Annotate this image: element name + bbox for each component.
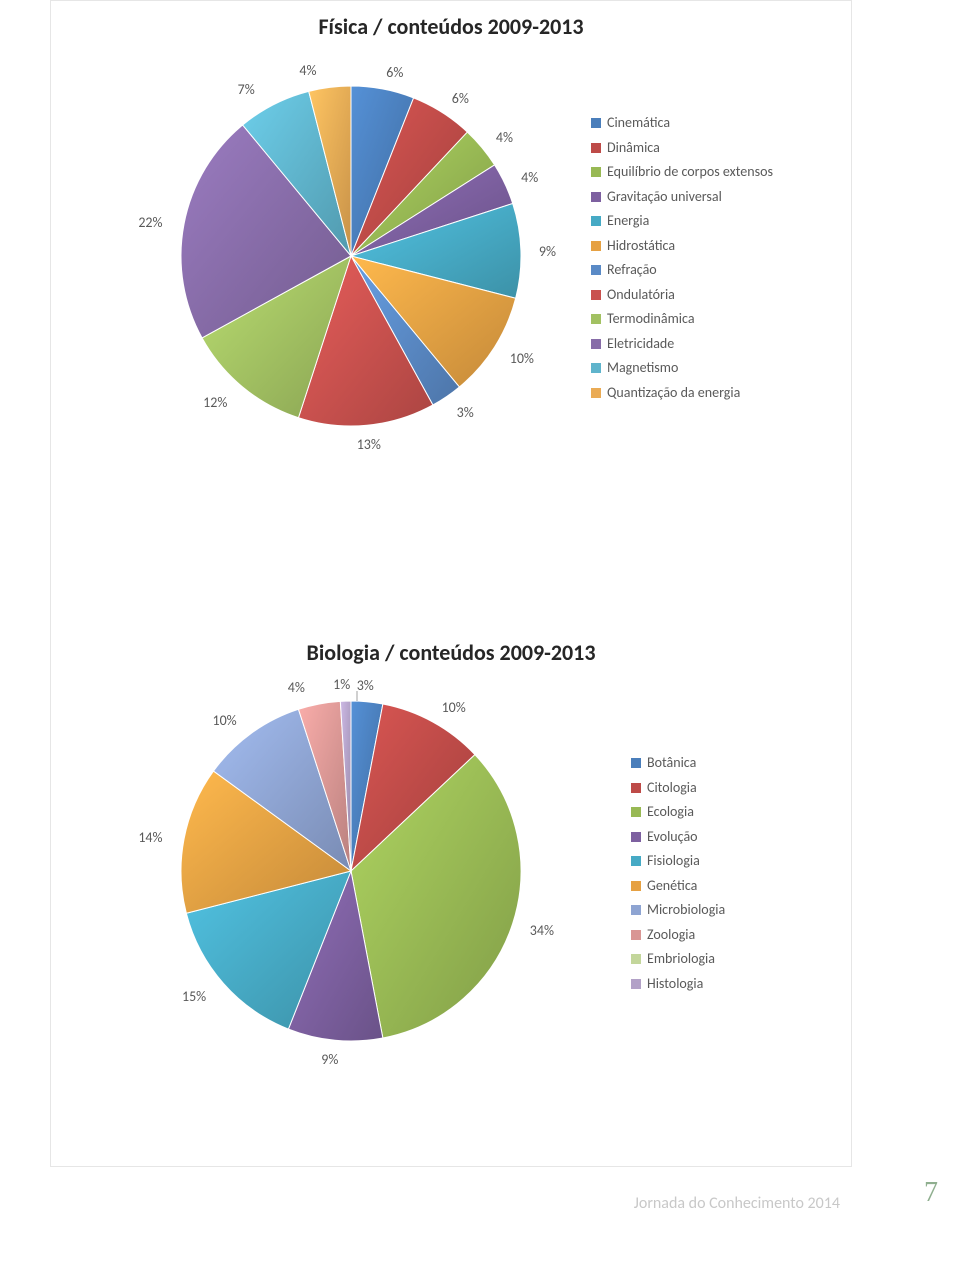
slice-label: 34% (530, 922, 554, 939)
legend-label: Microbiologia (647, 898, 725, 923)
slice-label: 7% (238, 81, 255, 98)
legend-label: Fisiologia (647, 849, 700, 874)
legend-item: Microbiologia (631, 898, 725, 923)
legend-swatch (631, 807, 641, 817)
legend-swatch (631, 905, 641, 915)
slide-container: Física / conteúdos 2009-2013 CinemáticaD… (50, 0, 852, 1167)
slice-label: 4% (496, 129, 513, 146)
slice-label: 4% (288, 679, 305, 696)
slice-label: 10% (510, 350, 534, 367)
legend-item: Botânica (631, 751, 725, 776)
slice-label: 22% (138, 214, 162, 231)
legend-swatch (631, 832, 641, 842)
legend-swatch (631, 881, 641, 891)
legend-label: Evolução (647, 825, 698, 850)
legend-swatch (631, 856, 641, 866)
slice-label: 14% (138, 829, 162, 846)
page-number: 7 (924, 1177, 938, 1209)
slice-label: 15% (182, 988, 206, 1005)
footer-text: Jornada do Conhecimento 2014 (634, 1194, 840, 1213)
legend-label: Ecologia (647, 800, 694, 825)
chart2-legend: BotânicaCitologiaEcologiaEvoluçãoFisiolo… (631, 751, 725, 996)
legend-item: Ecologia (631, 800, 725, 825)
slice-label: 13% (357, 436, 381, 453)
legend-label: Genética (647, 874, 697, 899)
legend-swatch (631, 979, 641, 989)
slice-label: 6% (452, 90, 469, 107)
slice-label: 12% (203, 394, 227, 411)
slice-label: 9% (539, 243, 556, 260)
slice-label: 10% (212, 712, 236, 729)
legend-item: Genética (631, 874, 725, 899)
legend-label: Botânica (647, 751, 696, 776)
legend-swatch (631, 758, 641, 768)
legend-item: Histologia (631, 972, 725, 997)
legend-item: Zoologia (631, 923, 725, 948)
legend-item: Fisiologia (631, 849, 725, 874)
legend-item: Evolução (631, 825, 725, 850)
slice-label: 4% (299, 62, 316, 79)
legend-label: Zoologia (647, 923, 695, 948)
legend-item: Embriologia (631, 947, 725, 972)
slice-label: 3% (457, 404, 474, 421)
legend-label: Citologia (647, 776, 697, 801)
slice-label: 6% (386, 64, 403, 81)
chart2-pie (51, 1, 851, 1101)
legend-swatch (631, 930, 641, 940)
legend-swatch (631, 954, 641, 964)
legend-swatch (631, 783, 641, 793)
legend-item: Citologia (631, 776, 725, 801)
legend-label: Histologia (647, 972, 703, 997)
legend-label: Embriologia (647, 947, 715, 972)
slice-label: 9% (321, 1051, 338, 1068)
slice-label: 10% (442, 699, 466, 716)
slice-label: 3% (357, 677, 374, 694)
slice-label: 1% (333, 676, 350, 693)
slice-label: 4% (521, 169, 538, 186)
